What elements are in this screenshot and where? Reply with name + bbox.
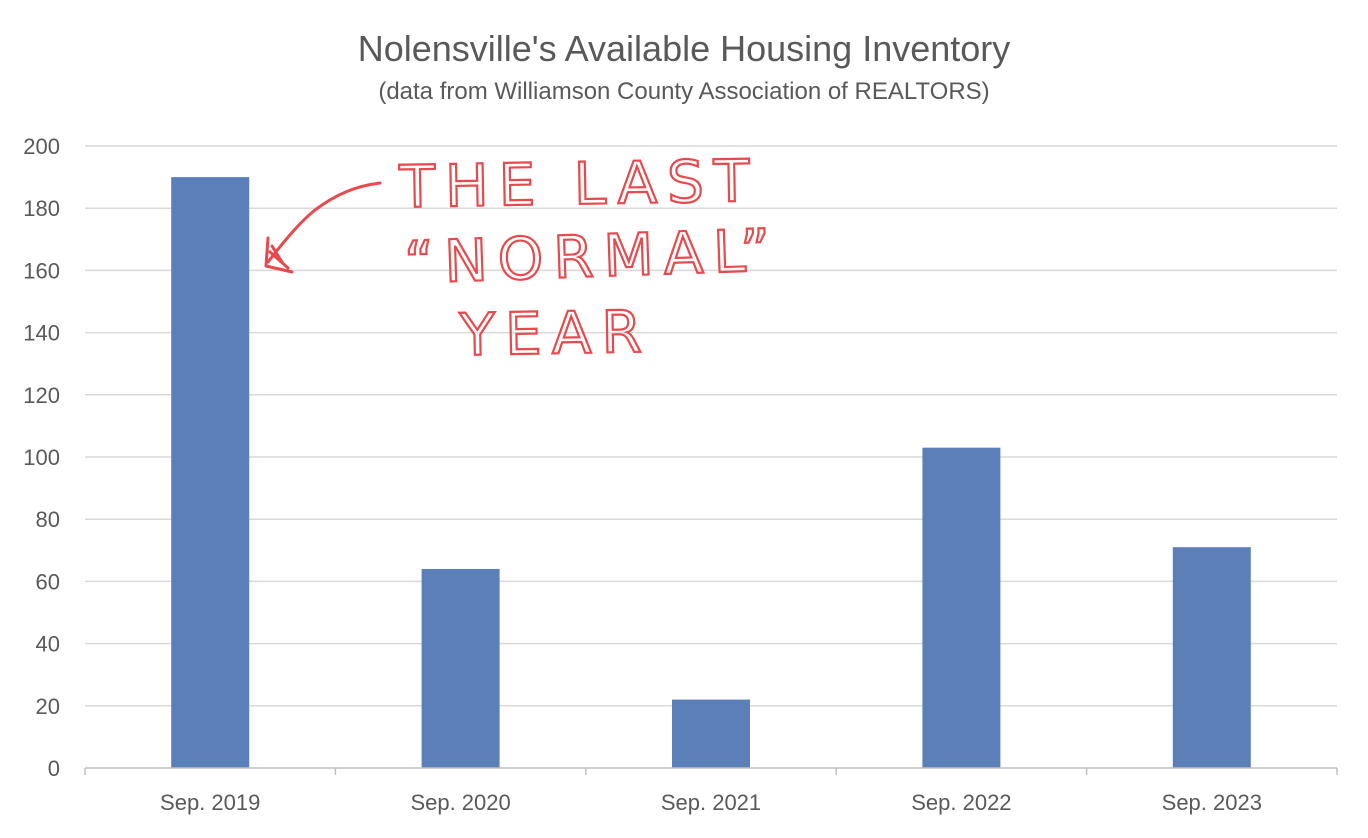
gridlines [85, 145, 1337, 707]
annotation-line-1: THE LAST [398, 147, 760, 221]
handwritten-annotation: THE LAST “NORMAL” YEAR [264, 146, 783, 370]
chart-title: Nolensville's Available Housing Inventor… [357, 28, 1011, 69]
y-tick-labels: 0 20 40 60 80 100 120 140 160 180 200 [23, 134, 60, 781]
bars [171, 177, 1251, 769]
y-tick-label: 40 [36, 632, 60, 657]
y-tick-label: 200 [23, 134, 60, 159]
y-tick-label: 180 [23, 196, 60, 221]
bar [421, 568, 500, 768]
y-tick-label: 60 [36, 569, 60, 594]
x-tick-labels: Sep. 2019 Sep. 2020 Sep. 2021 Sep. 2022 Sep.… [160, 790, 1262, 815]
annotation-line-2: “NORMAL” [403, 216, 781, 297]
bar [1172, 547, 1251, 768]
y-tick-label: 100 [23, 445, 60, 470]
x-axis [84, 767, 1338, 775]
y-tick-label: 20 [36, 694, 60, 719]
chart-subtitle: (data from Williamson County Association… [378, 78, 990, 105]
y-tick-label: 160 [23, 258, 60, 283]
annotation-line-3: YEAR [458, 298, 652, 369]
x-tick-label: Sep. 2019 [160, 790, 260, 815]
y-tick-label: 140 [23, 321, 60, 346]
x-tick-label: Sep. 2022 [911, 790, 1011, 815]
bar [922, 447, 1001, 768]
y-tick-label: 0 [48, 756, 60, 781]
y-tick-label: 80 [36, 507, 60, 532]
x-tick-label: Sep. 2021 [661, 790, 761, 815]
annotation-arrowhead-icon [264, 236, 294, 274]
annotation-arrow-icon [266, 181, 382, 264]
x-tick-label: Sep. 2020 [410, 790, 510, 815]
bar [672, 699, 750, 768]
y-tick-label: 120 [23, 383, 60, 408]
x-tick-label: Sep. 2023 [1162, 790, 1262, 815]
bar [171, 177, 250, 769]
